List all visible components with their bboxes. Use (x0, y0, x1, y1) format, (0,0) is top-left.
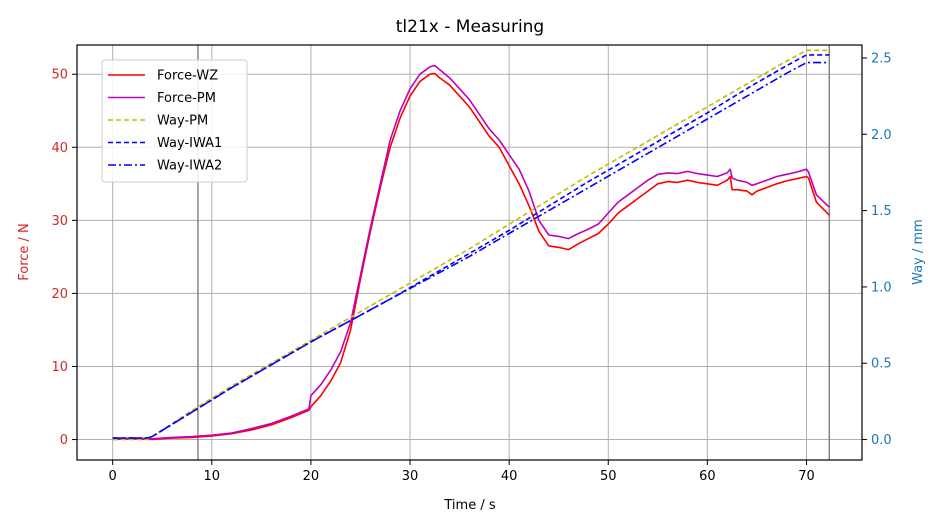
x-tick-label: 40 (501, 469, 518, 484)
right-tick-label: 1.5 (871, 204, 892, 219)
left-tick-label: 20 (51, 287, 68, 302)
right-tick-label: 1.0 (871, 280, 892, 295)
left-axis-ticks: 0 10 20 30 40 50 (51, 68, 77, 448)
x-tick-label: 60 (699, 469, 716, 484)
chart-title: tl21x - Measuring (396, 17, 544, 37)
legend-label: Way-IWA1 (157, 136, 222, 151)
left-axis-label: Force / N (17, 223, 32, 281)
x-tick-label: 20 (303, 469, 320, 484)
right-tick-label: 2.0 (871, 128, 892, 143)
left-tick-label: 50 (51, 68, 68, 83)
grid (77, 45, 862, 460)
left-tick-label: 40 (51, 141, 68, 156)
x-tick-label: 30 (402, 469, 419, 484)
series-line-way-iwa1 (112, 54, 830, 439)
series-line-way-pm (112, 49, 830, 441)
series-line-force-pm (112, 64, 830, 440)
left-tick-label: 0 (60, 433, 68, 448)
right-tick-label: 0.5 (871, 357, 892, 372)
legend: Force-WZ Force-PM Way-PM Way-IWA1 Way-IWA2 (101, 59, 248, 183)
legend-box (101, 59, 248, 183)
legend-label: Force-PM (157, 91, 216, 106)
right-axis-ticks: 0.0 0.5 1.0 1.5 2.0 2.5 (862, 51, 892, 448)
legend-label: Way-PM (157, 114, 208, 129)
plot-frame (76, 44, 863, 461)
x-tick-label: 70 (798, 469, 815, 484)
series-line-force-wz (112, 72, 830, 441)
x-axis-label: Time / s (443, 498, 495, 513)
series-line-way-iwa2 (112, 61, 830, 439)
x-axis-ticks: 0 10 20 30 40 50 60 70 (109, 460, 815, 484)
left-tick-label: 30 (51, 214, 68, 229)
x-tick-label: 10 (204, 469, 221, 484)
left-tick-label: 10 (51, 360, 68, 375)
right-axis-label: Way / mm (911, 219, 926, 285)
legend-label: Force-WZ (157, 69, 218, 84)
legend-label: Way-IWA2 (157, 159, 222, 174)
right-tick-label: 2.5 (871, 51, 892, 66)
series-lines (112, 49, 830, 441)
right-tick-label: 0.0 (871, 433, 892, 448)
x-tick-label: 50 (600, 469, 617, 484)
x-tick-label: 0 (109, 469, 117, 484)
